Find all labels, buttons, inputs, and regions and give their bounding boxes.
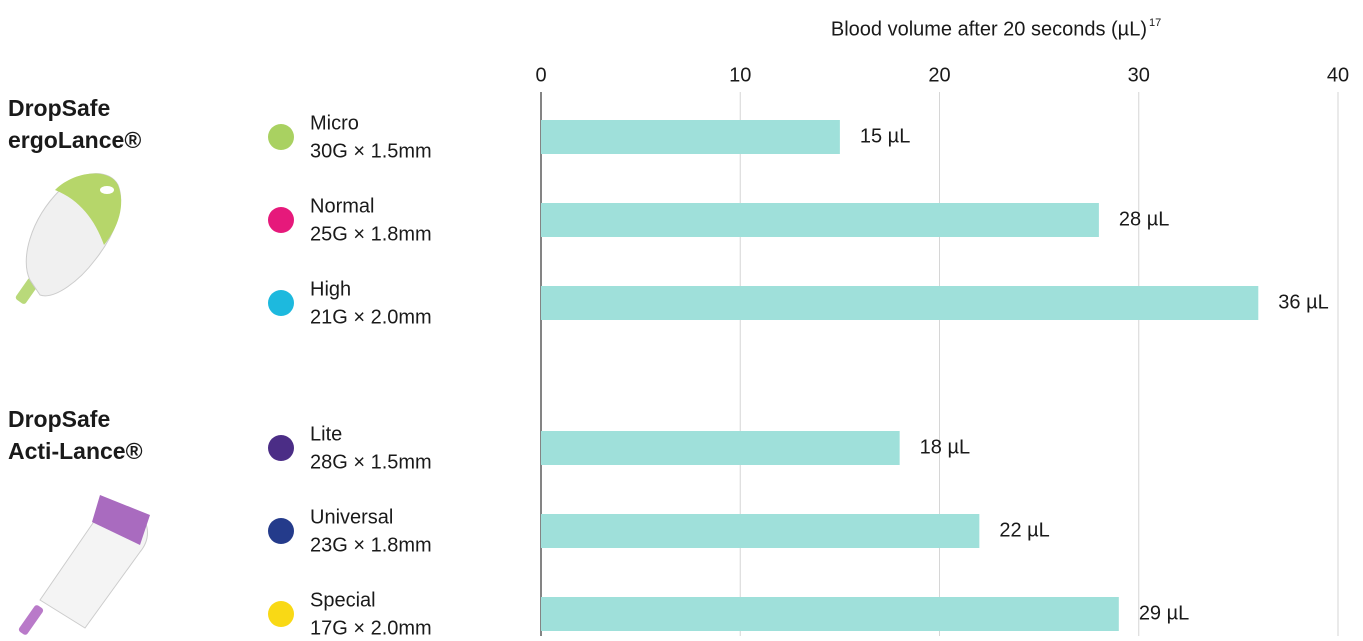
category-label: Lite	[310, 423, 342, 445]
value-label: 22 µL	[999, 519, 1049, 541]
x-tick-label: 10	[729, 64, 751, 86]
bar	[541, 431, 900, 465]
category-spec: 23G × 1.8mm	[310, 534, 432, 556]
x-tick-label: 30	[1128, 64, 1150, 86]
title-note: 17	[1149, 17, 1161, 29]
value-label: 29 µL	[1139, 602, 1189, 624]
value-label: 36 µL	[1278, 291, 1328, 313]
x-tick-label: 0	[535, 64, 546, 86]
category-spec: 25G × 1.8mm	[310, 223, 432, 245]
legend-dot	[268, 435, 294, 461]
category-label: Normal	[310, 195, 374, 217]
category-label: Micro	[310, 112, 359, 134]
category-label: High	[310, 278, 351, 300]
bar	[541, 286, 1258, 320]
group-title: ergoLance®	[8, 127, 141, 153]
legend-dot	[268, 601, 294, 627]
group-title: DropSafe	[8, 95, 110, 121]
legend-dot	[268, 518, 294, 544]
value-label: 15 µL	[860, 125, 910, 147]
chart-title: Blood volume after 20 seconds (µL)	[831, 18, 1147, 40]
bar	[541, 203, 1099, 237]
bar	[541, 514, 979, 548]
value-label: 18 µL	[920, 436, 970, 458]
legend-dot	[268, 207, 294, 233]
bar	[541, 120, 840, 154]
category-label: Special	[310, 589, 376, 611]
bar	[541, 597, 1119, 631]
legend-dot	[268, 124, 294, 150]
legend-dot	[268, 290, 294, 316]
category-spec: 21G × 2.0mm	[310, 306, 432, 328]
x-tick-label: 40	[1327, 64, 1349, 86]
value-label: 28 µL	[1119, 208, 1169, 230]
category-spec: 28G × 1.5mm	[310, 451, 432, 473]
group-title: Acti-Lance®	[8, 438, 143, 464]
category-label: Universal	[310, 506, 393, 528]
category-spec: 17G × 2.0mm	[310, 617, 432, 639]
category-spec: 30G × 1.5mm	[310, 140, 432, 162]
device-image	[15, 174, 122, 306]
x-tick-label: 20	[928, 64, 950, 86]
device-image	[18, 495, 150, 636]
chart: Blood volume after 20 seconds (µL) 17 0 1…	[0, 0, 1363, 641]
group-title: DropSafe	[8, 406, 110, 432]
